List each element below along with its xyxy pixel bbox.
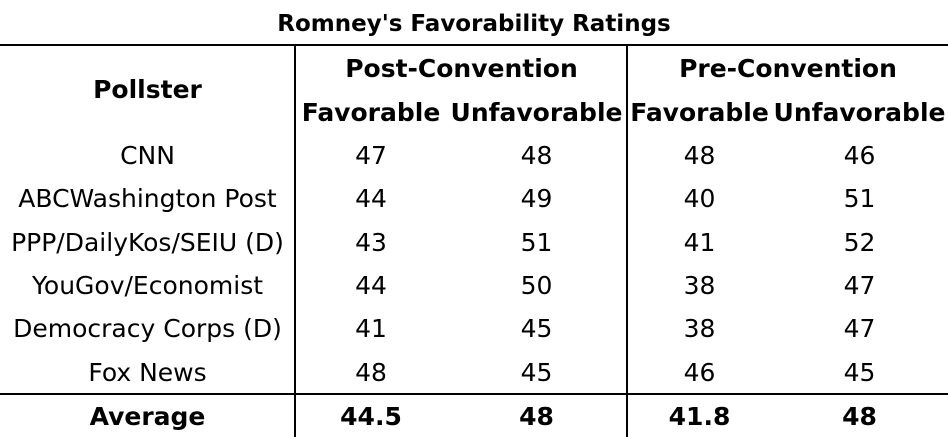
pollster-name: CNN xyxy=(120,140,175,170)
value-cell: 44 xyxy=(355,270,387,300)
pollster-name: PPP/DailyKos/SEIU (D) xyxy=(11,227,284,257)
value-cell: 48 xyxy=(683,140,716,170)
average-top-line xyxy=(0,393,948,395)
value-cell: 50 xyxy=(520,270,553,300)
pollster-name: Democracy Corps (D) xyxy=(13,313,282,343)
pre-convention-header: Pre-Convention xyxy=(679,54,897,83)
pollster-name: YouGov/Economist xyxy=(31,270,264,300)
average-label: Average xyxy=(89,401,206,431)
value-cell: 46 xyxy=(843,140,876,170)
value-cell: 45 xyxy=(843,357,876,387)
pollster-divider xyxy=(294,46,296,437)
post-unfavorable-header: Unfavorable xyxy=(450,97,623,127)
value-cell: 38 xyxy=(683,313,716,343)
value-cell: 47 xyxy=(843,313,876,343)
value-cell: 48 xyxy=(355,357,387,387)
group-divider xyxy=(626,46,628,437)
value-cell: 52 xyxy=(843,227,876,257)
pollster-name: ABCWashington Post xyxy=(18,183,277,213)
value-cell: 41 xyxy=(683,227,716,257)
value-cell: 45 xyxy=(520,357,553,387)
value-cell: 47 xyxy=(843,270,876,300)
average-value: 44.5 xyxy=(340,401,402,431)
value-cell: 40 xyxy=(683,183,716,213)
value-cell: 44 xyxy=(355,183,387,213)
pre-unfavorable-header: Unfavorable xyxy=(773,97,946,127)
post-favorable-header: Favorable xyxy=(301,97,441,127)
average-value: 41.8 xyxy=(668,401,731,431)
value-cell: 46 xyxy=(683,357,716,387)
average-value: 48 xyxy=(519,401,554,431)
value-cell: 38 xyxy=(683,270,716,300)
pollster-header: Pollster xyxy=(93,74,202,104)
value-cell: 43 xyxy=(355,227,387,257)
table-title: Romney's Favorability Ratings xyxy=(277,11,671,37)
value-cell: 51 xyxy=(843,183,876,213)
value-cell: 51 xyxy=(520,227,553,257)
title-bottom-line xyxy=(0,44,948,46)
value-cell: 48 xyxy=(520,140,553,170)
value-cell: 49 xyxy=(520,183,553,213)
value-cell: 41 xyxy=(355,313,387,343)
post-convention-header: Post-Convention xyxy=(345,54,578,83)
average-value: 48 xyxy=(842,401,877,431)
value-cell: 45 xyxy=(520,313,553,343)
pollster-name: Fox News xyxy=(88,357,207,387)
value-cell: 47 xyxy=(355,140,387,170)
pre-favorable-header: Favorable xyxy=(630,97,769,127)
